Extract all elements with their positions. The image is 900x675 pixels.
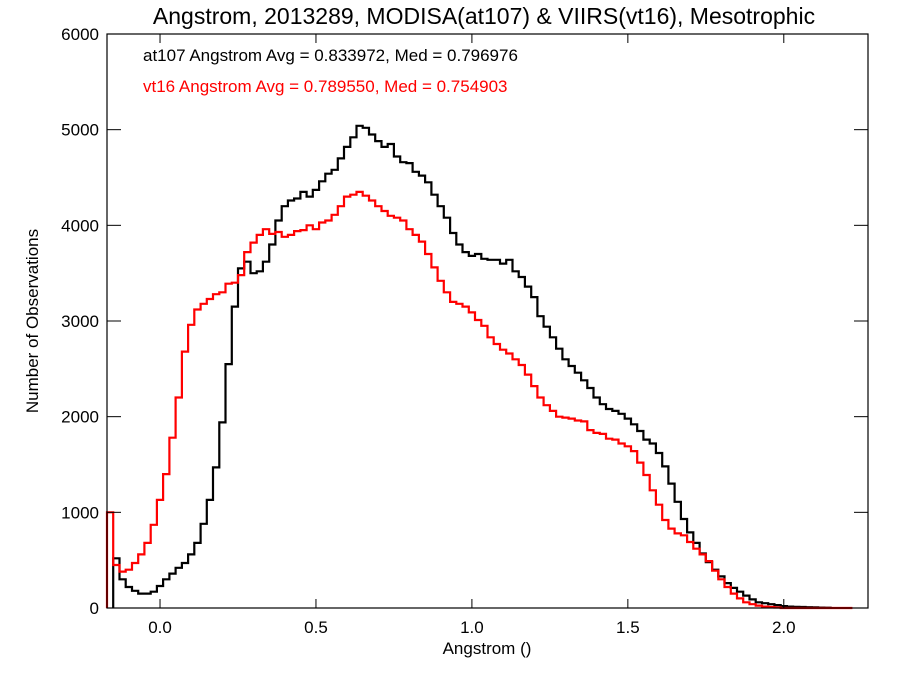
series-layer <box>105 124 853 610</box>
y-tick-label: 6000 <box>61 25 99 44</box>
series-line-vt16 <box>105 190 853 610</box>
y-axis-label: Number of Observations <box>23 229 42 413</box>
y-tick-label: 0 <box>90 599 99 618</box>
y-tick-label: 1000 <box>61 503 99 522</box>
axes-layer: 0.0 0.5 1.0 1.5 2.0 0 1000 2000 3000 4000 5000 6000 <box>61 25 868 637</box>
x-axis-label: Angstrom () <box>443 639 532 658</box>
series-line-at107 <box>112 124 832 609</box>
annotation-at107: at107 Angstrom Avg = 0.833972, Med = 0.7… <box>143 46 518 65</box>
y-tick-label: 2000 <box>61 408 99 427</box>
x-tick-label: 1.5 <box>616 618 640 637</box>
plot-frame <box>106 33 869 609</box>
annotation-vt16: vt16 Angstrom Avg = 0.789550, Med = 0.75… <box>143 77 508 96</box>
y-tick-label: 5000 <box>61 121 99 140</box>
y-tick-label: 3000 <box>61 312 99 331</box>
x-tick-label: 1.0 <box>460 618 484 637</box>
y-tick-label: 4000 <box>61 216 99 235</box>
chart-title: Angstrom, 2013289, MODISA(at107) & VIIRS… <box>153 3 815 29</box>
x-tick-label: 2.0 <box>772 618 796 637</box>
x-tick-label: 0.0 <box>148 618 172 637</box>
x-tick-label: 0.5 <box>304 618 328 637</box>
